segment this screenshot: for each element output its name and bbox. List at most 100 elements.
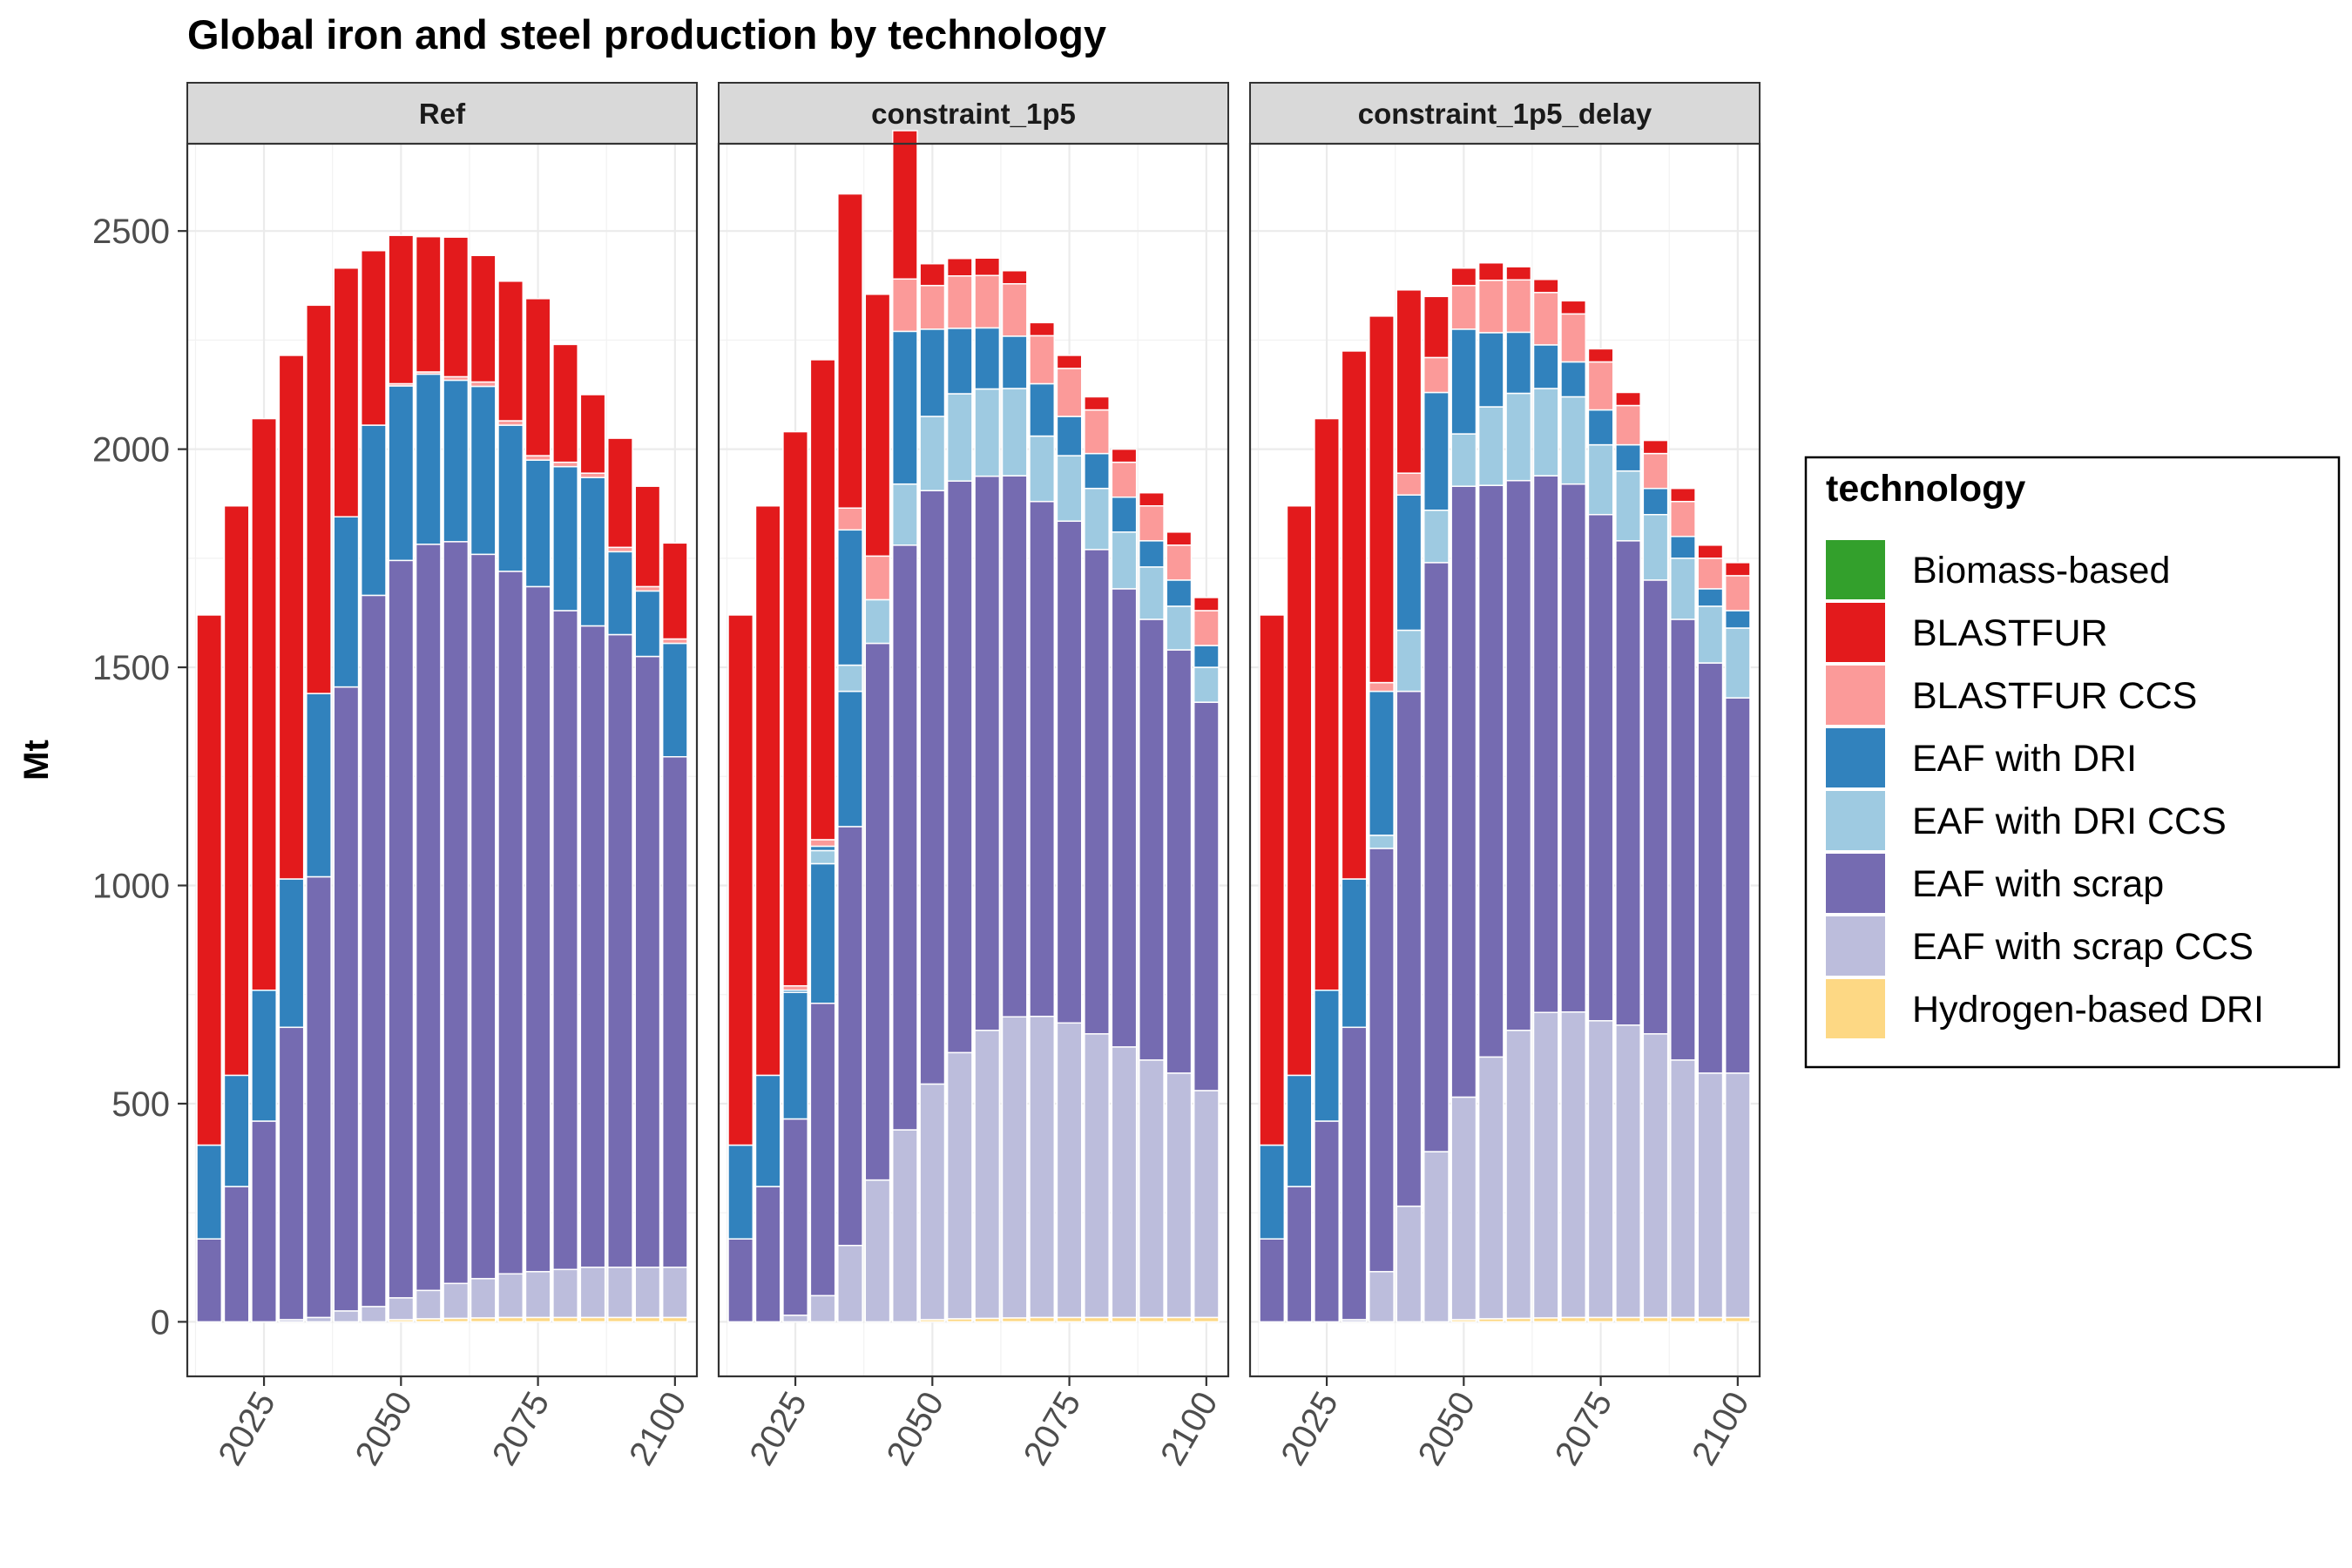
- bar-segment: [524, 585, 551, 1273]
- bar-segment: [891, 1129, 918, 1323]
- bar-segment: [1697, 1316, 1724, 1323]
- bar-segment: [1139, 504, 1165, 542]
- bar-segment: [837, 529, 863, 666]
- bar-segment: [1423, 562, 1450, 1152]
- bar-segment: [333, 686, 360, 1312]
- x-tick-label: 2075: [1017, 1386, 1089, 1472]
- bar-segment: [1029, 1016, 1056, 1319]
- bar-segment: [579, 1267, 606, 1319]
- bar-segment: [1642, 514, 1669, 581]
- bar-segment: [1056, 416, 1083, 456]
- bar-segment: [1314, 989, 1340, 1122]
- bar-segment: [1166, 531, 1193, 546]
- bar-segment: [1029, 435, 1056, 503]
- bar-segment: [782, 1315, 808, 1323]
- bar-segment: [1259, 1238, 1286, 1323]
- bar-segment: [1450, 1096, 1477, 1321]
- bar-segment: [634, 590, 661, 658]
- bar-segment: [278, 878, 305, 1029]
- bar-segment: [1505, 392, 1532, 482]
- bar-segment: [946, 328, 973, 395]
- bar-segment: [388, 234, 415, 385]
- bar-segment: [196, 1144, 223, 1240]
- bar-segment: [1560, 361, 1587, 398]
- bar-segment: [1670, 536, 1696, 559]
- bar-segment: [360, 594, 387, 1308]
- bar-segment: [809, 849, 836, 865]
- bar-segment: [809, 1002, 836, 1297]
- bar-segment: [919, 328, 946, 417]
- bar-segment: [1724, 562, 1751, 577]
- bar-segment: [388, 385, 415, 562]
- bar-segment: [360, 249, 387, 426]
- facet-strip: [718, 82, 1229, 145]
- bar-segment: [1477, 332, 1504, 408]
- bar-segment: [1193, 645, 1220, 668]
- bar-segment: [1642, 579, 1669, 1035]
- bar-segment: [1029, 500, 1056, 1017]
- bar-segment: [470, 553, 497, 1280]
- bar-segment: [661, 1267, 688, 1319]
- bar-segment: [1056, 455, 1083, 523]
- bar-segment: [1259, 614, 1286, 1146]
- bar-segment: [1505, 266, 1532, 281]
- bar-segment: [1587, 514, 1614, 1022]
- bar-segment: [809, 839, 836, 848]
- x-tick-label: 2100: [1685, 1386, 1757, 1472]
- bar-segment: [1259, 1144, 1286, 1240]
- bar-segment: [1697, 544, 1724, 559]
- bar-segment: [1193, 701, 1220, 1092]
- bar-segment: [1450, 328, 1477, 435]
- bar-segment: [306, 1316, 332, 1323]
- bar-segment: [1615, 1024, 1641, 1319]
- legend-title: technology: [1826, 468, 2025, 510]
- bar-segment: [223, 1186, 250, 1323]
- bar-segment: [1642, 1316, 1669, 1323]
- bar-segment: [1560, 313, 1587, 363]
- bar-segment: [782, 430, 808, 987]
- bar-segment: [1056, 355, 1083, 369]
- legend-swatch: [1826, 666, 1885, 725]
- legend-label: EAF with DRI: [1912, 738, 2137, 780]
- y-tick-label: 0: [151, 1303, 170, 1342]
- bar-segment: [727, 1144, 754, 1240]
- bar-segment: [1193, 1316, 1220, 1323]
- bar-segment: [1029, 1316, 1056, 1323]
- bar-segment: [1193, 1090, 1220, 1319]
- bar-segment: [946, 1051, 973, 1320]
- bar-segment: [524, 1271, 551, 1319]
- bar-segment: [388, 559, 415, 1299]
- bar-segment: [1642, 452, 1669, 490]
- bar-segment: [1056, 368, 1083, 417]
- bar-segment: [1532, 475, 1559, 1014]
- bar-segment: [1615, 1316, 1641, 1323]
- bar-segment: [415, 235, 442, 373]
- bar-segment: [1615, 540, 1641, 1026]
- bar-segment: [497, 1316, 524, 1323]
- bar-segment: [634, 1316, 661, 1323]
- bar-segment: [1670, 1316, 1696, 1323]
- bar-segment: [1341, 1026, 1368, 1321]
- legend-label: BLASTFUR: [1912, 612, 2108, 654]
- bar-segment: [1587, 361, 1614, 411]
- bar-segment: [661, 755, 688, 1268]
- legend-swatch: [1826, 540, 1885, 599]
- bar-segment: [1560, 395, 1587, 485]
- bar-segment: [809, 862, 836, 1004]
- bar-segment: [864, 1179, 891, 1323]
- bar-segment: [1560, 1316, 1587, 1323]
- bar-segment: [634, 1267, 661, 1319]
- bar-segment: [809, 845, 836, 852]
- bar-segment: [1029, 321, 1056, 337]
- bar-segment: [1369, 1271, 1395, 1323]
- bar-segment: [607, 546, 633, 553]
- bar-segment: [552, 461, 578, 468]
- bar-segment: [1724, 697, 1751, 1074]
- bar-segment: [1670, 1059, 1696, 1319]
- x-tick-label: 2025: [1274, 1386, 1346, 1472]
- bar-segment: [634, 585, 661, 592]
- bar-segment: [1450, 433, 1477, 487]
- bar-segment: [1001, 388, 1028, 476]
- bar-segment: [864, 642, 891, 1181]
- bar-segment: [919, 285, 946, 330]
